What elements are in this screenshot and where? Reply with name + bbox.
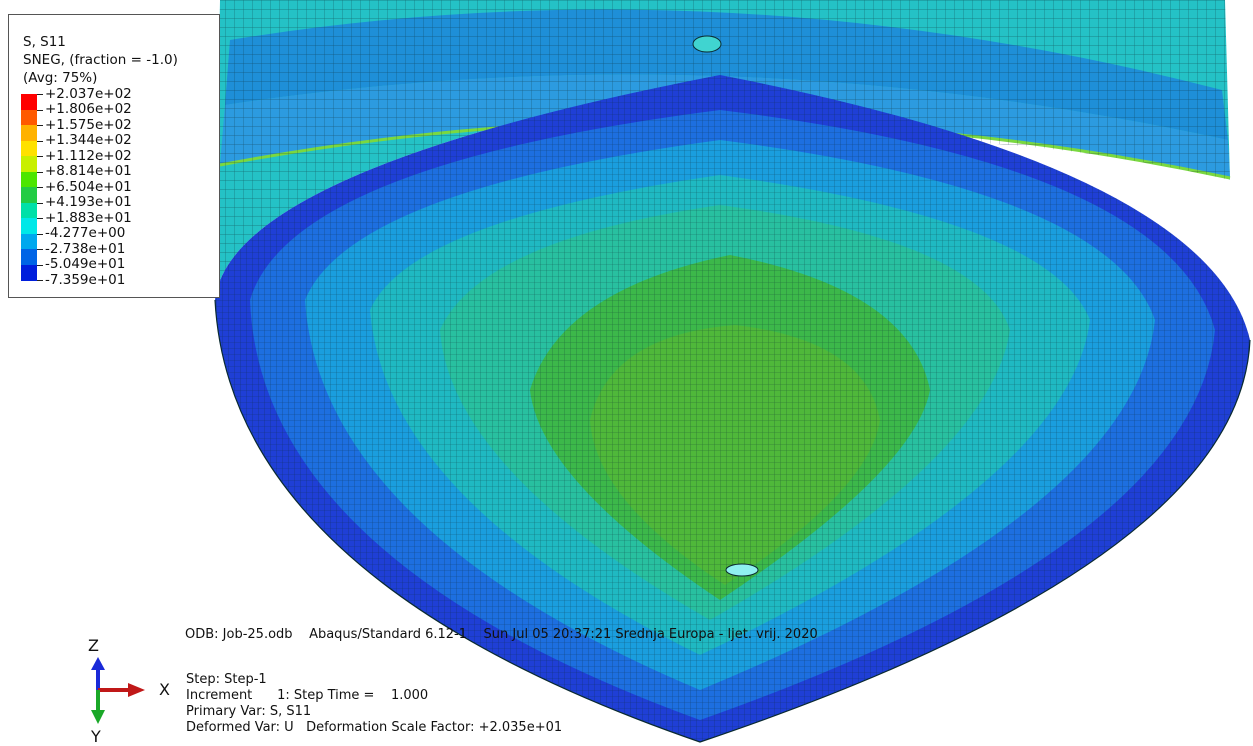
legend-value: +4.193e+01 [45,194,132,210]
legend-tick [37,202,43,204]
legend-title-section: SNEG, (fraction = -1.0) [23,52,178,68]
legend-swatch [21,202,37,219]
legend-value: +1.806e+02 [45,101,132,117]
odb-info: ODB: Job-25.odb Abaqus/Standard 6.12-1 S… [185,627,818,642]
legend-tick [37,94,43,95]
legend-swatch [21,156,37,172]
primary-var-label: Primary Var: S, S11 [186,704,312,719]
legend-swatch [21,264,37,281]
triad-x-label: X [159,680,170,699]
legend-tick [37,125,43,126]
increment-label: Increment 1: Step Time = 1.000 [186,688,429,703]
legend-tick [37,218,43,219]
legend-swatch [21,171,37,188]
legend-value: +1.344e+02 [45,132,132,148]
legend-value: +6.504e+01 [45,178,132,195]
legend-value: +2.037e+02 [45,85,132,102]
legend-tick [37,140,43,142]
legend-swatch [21,140,37,157]
legend-tick [37,109,43,111]
legend-swatch [21,187,37,203]
legend-swatch [21,125,37,141]
axis-triad [91,657,145,724]
legend-title-variable: S, S11 [23,34,66,50]
legend-tick [37,171,43,173]
legend-value: +1.883e+01 [45,209,132,226]
step-label: Step: Step-1 [186,672,267,687]
legend-tick [37,233,43,235]
legend-swatch [21,233,37,250]
legend-tick [37,187,43,188]
contour-legend: S, S11 SNEG, (fraction = -1.0) (Avg: 75%… [8,14,220,298]
legend-value: +1.575e+02 [45,116,132,133]
legend-value: +1.112e+02 [45,147,132,164]
legend-tick [37,156,43,157]
legend-value: -5.049e+01 [45,256,126,272]
legend-swatch [21,94,37,110]
legend-swatch [21,218,37,234]
legend-tick [37,280,43,281]
legend-value: -2.738e+01 [45,240,126,257]
legend-swatch [21,109,37,126]
legend-tick [37,264,43,266]
legend-value: +8.814e+01 [45,163,132,179]
legend-value: -7.359e+01 [45,271,126,288]
legend-tick [37,249,43,250]
deformed-var-label: Deformed Var: U Deformation Scale Factor… [186,720,563,735]
legend-value: -4.277e+00 [45,225,126,241]
legend-swatch [21,249,37,265]
triad-z-label: Z [88,636,99,655]
legend-title-averaging: (Avg: 75%) [23,70,98,86]
triad-y-label: Y [91,727,101,746]
